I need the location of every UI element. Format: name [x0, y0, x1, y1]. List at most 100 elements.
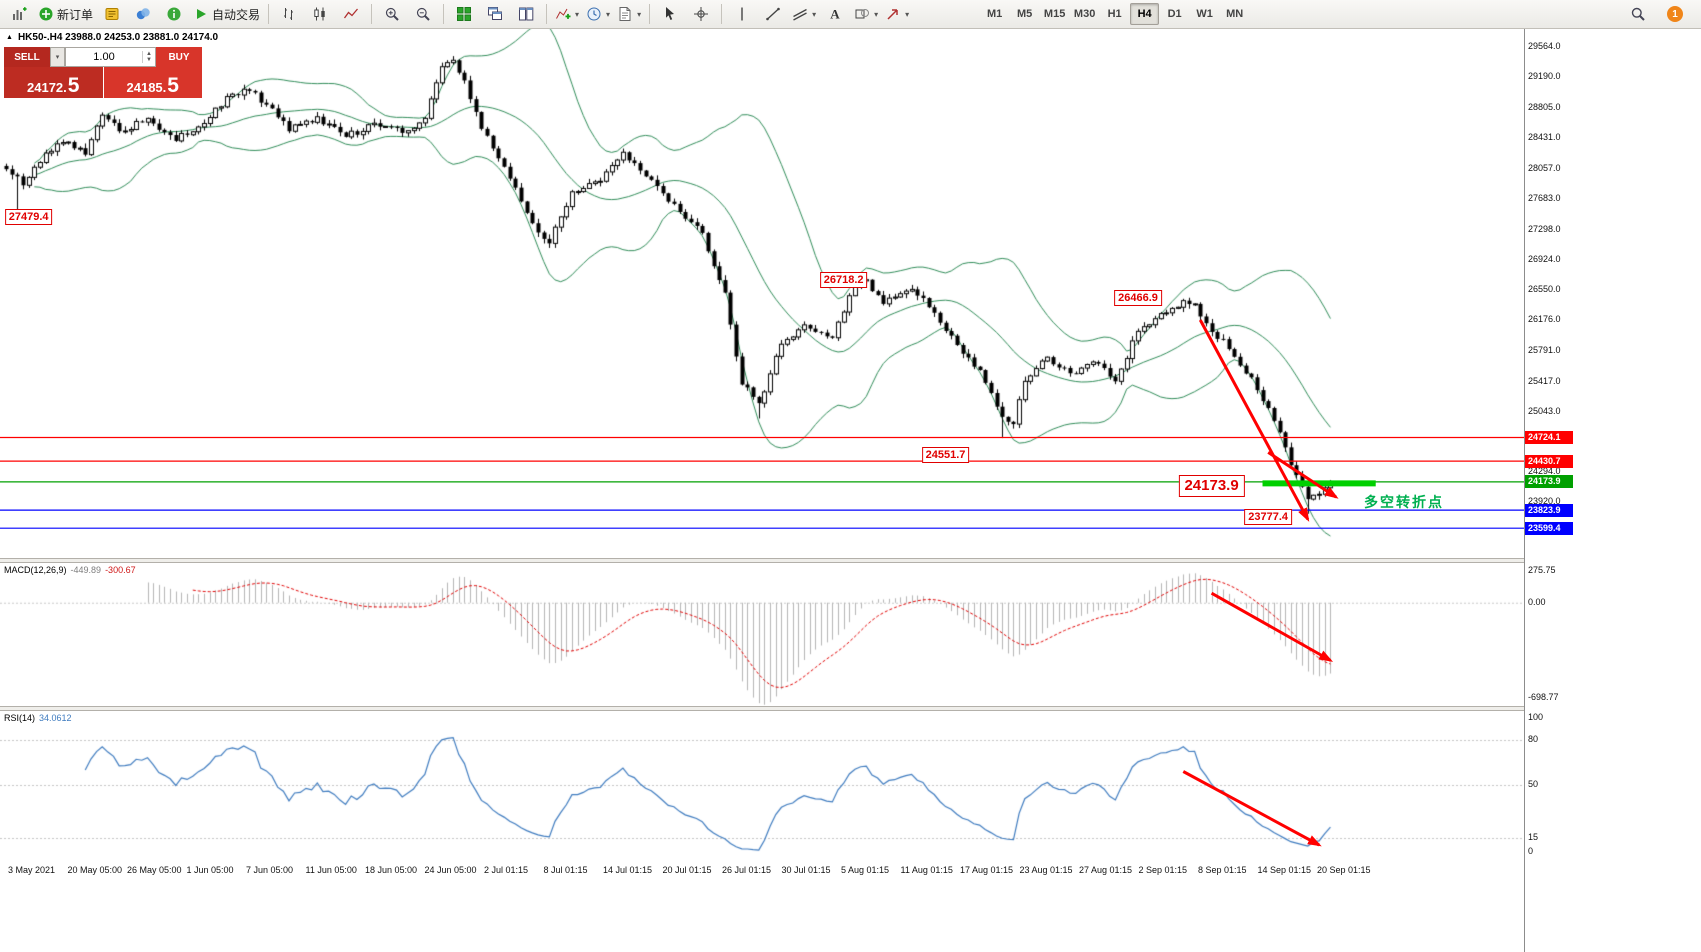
- time-axis-label: 20 Jul 01:15: [662, 865, 712, 875]
- tile-windows-button[interactable]: [449, 2, 479, 26]
- candlestick-chart-button[interactable]: [305, 2, 335, 26]
- vertical-line-button[interactable]: [727, 2, 757, 26]
- notification-badge[interactable]: 1: [1667, 6, 1683, 22]
- market-watch-button[interactable]: [128, 2, 158, 26]
- shapes-button[interactable]: ▾: [851, 2, 881, 26]
- cascade-windows-button[interactable]: [480, 2, 510, 26]
- ask-price-text: 24185.: [126, 80, 167, 95]
- rsi-indicator-label: RSI(14) 34.0612: [4, 713, 72, 723]
- indicator-scale-label: 0.00: [1528, 596, 1546, 607]
- indicator-scale-label: 80: [1528, 734, 1539, 744]
- time-axis-label: 2 Sep 01:15: [1138, 865, 1188, 875]
- community-icon: [167, 7, 181, 21]
- buy-price[interactable]: 24185. 5: [103, 67, 202, 98]
- timeframe-d1-button[interactable]: D1: [1167, 8, 1182, 20]
- tile-vertical-icon: [519, 7, 534, 21]
- toolbar-right-group: 1: [1623, 2, 1697, 26]
- time-axis-label: 27 Aug 01:15: [1079, 865, 1133, 875]
- price-chart-canvas[interactable]: [0, 28, 1524, 558]
- time-axis-label: 24 Jun 05:00: [424, 865, 477, 875]
- buy-button[interactable]: BUY: [156, 47, 202, 67]
- timeframe-m1-button[interactable]: M1: [986, 8, 1003, 20]
- zoom-in-button[interactable]: [377, 2, 407, 26]
- lot-size-input[interactable]: 1.00 ▲ ▼: [65, 47, 156, 67]
- macd-canvas[interactable]: [0, 562, 1524, 706]
- indicators-button[interactable]: ▾: [552, 2, 582, 26]
- lot-options-dropdown[interactable]: ▾: [50, 47, 65, 67]
- panel-separator[interactable]: [0, 558, 1701, 563]
- indicator-scale-label: 50: [1528, 779, 1539, 789]
- macd-indicator-label: MACD(12,26,9) -449.89 -300.67: [4, 565, 136, 575]
- tile-windows-icon: [457, 7, 472, 21]
- price-annotation-label[interactable]: 26466.9: [1114, 290, 1162, 307]
- timeframe-h4-button[interactable]: H4: [1130, 3, 1160, 25]
- crosshair-button[interactable]: [686, 2, 716, 26]
- new-order-icon: [39, 7, 53, 21]
- tile-vertical-button[interactable]: [511, 2, 541, 26]
- cursor-button[interactable]: [655, 2, 685, 26]
- price-annotation-label[interactable]: 23777.4: [1244, 508, 1293, 525]
- new-chart-button[interactable]: [4, 2, 34, 26]
- sell-button[interactable]: SELL: [4, 47, 50, 67]
- templates-button[interactable]: ▾: [614, 2, 644, 26]
- line-chart-button[interactable]: [336, 2, 366, 26]
- time-axis-label: 18 Jun 05:00: [365, 865, 418, 875]
- panel-separator[interactable]: [0, 706, 1701, 711]
- channels-icon: [793, 8, 807, 21]
- time-axis-label: 20 May 05:00: [67, 865, 123, 875]
- timeframe-m15-button[interactable]: M15: [1043, 8, 1066, 20]
- timeframe-toolbar: M1 M5 M15 M30 H1 H4 D1 W1 MN: [980, 3, 1249, 25]
- new-order-button[interactable]: 新订单: [35, 2, 96, 26]
- sell-price[interactable]: 24172. 5: [4, 67, 104, 98]
- metaeditor-button[interactable]: [97, 2, 127, 26]
- price-axis[interactable]: 29564.0 29190.0 28805.0 28431.0 28057.0 27683…: [1524, 28, 1701, 952]
- time-axis[interactable]: 3 May 2021 20 May 05:00 26 May 05:00 1 Jun …: [0, 860, 1524, 882]
- timeframe-m30-button[interactable]: M30: [1073, 8, 1096, 20]
- zoom-out-button[interactable]: [408, 2, 438, 26]
- price-annotation-label[interactable]: 24551.7: [921, 446, 970, 463]
- price-annotation-label[interactable]: 27479.4: [4, 208, 53, 225]
- trendline-icon: [766, 7, 780, 21]
- price-tick-label: 26550.0: [1528, 284, 1561, 295]
- timeframe-w1-button[interactable]: W1: [1196, 8, 1213, 20]
- price-tick-label: 25417.0: [1528, 375, 1561, 386]
- timeframe-m5-button[interactable]: M5: [1016, 8, 1033, 20]
- periods-icon: [587, 7, 601, 21]
- arrows-tool-button[interactable]: ▾: [882, 2, 912, 26]
- text-tool-button[interactable]: A: [820, 2, 850, 26]
- time-axis-label: 2 Jul 01:15: [484, 865, 529, 875]
- indicator-scale-label: 15: [1528, 831, 1539, 842]
- trendline-button[interactable]: [758, 2, 788, 26]
- bar-chart-button[interactable]: [274, 2, 304, 26]
- price-annotation-label[interactable]: 26718.2: [819, 271, 868, 288]
- rsi-canvas[interactable]: [0, 710, 1524, 860]
- price-annotation-label[interactable]: 24173.9: [1178, 475, 1245, 498]
- indicator-scale-label: 275.75: [1528, 565, 1556, 575]
- time-axis-label: 7 Jun 05:00: [246, 865, 294, 875]
- price-tick-label: 24294.0: [1528, 466, 1561, 477]
- time-axis-label: 23 Aug 01:15: [1019, 865, 1073, 875]
- indicator-scale-label: 0: [1528, 846, 1534, 856]
- toolbar: 新订单 自动交易: [0, 0, 1701, 29]
- turning-point-label[interactable]: 多空转折点: [1364, 494, 1445, 511]
- lot-spinner[interactable]: ▲ ▼: [142, 51, 155, 63]
- search-button[interactable]: [1623, 2, 1653, 26]
- one-click-trading-panel: SELL ▾ 1.00 ▲ ▼ BUY 24172. 5 24185. 5: [4, 47, 202, 98]
- autotrading-button[interactable]: 自动交易: [190, 2, 263, 26]
- text-tool-icon: A: [830, 7, 840, 22]
- templates-icon: [619, 7, 631, 21]
- toolbar-separator: [371, 4, 373, 24]
- time-axis-label: 8 Sep 01:15: [1198, 865, 1247, 875]
- channels-button[interactable]: ▾: [789, 2, 819, 26]
- price-tick-label: 27298.0: [1528, 223, 1561, 234]
- line-chart-icon: [344, 8, 359, 19]
- price-level-tag: 24173.9: [1525, 475, 1573, 489]
- timeframe-mn-button[interactable]: MN: [1226, 8, 1244, 20]
- macd-main-value: -449.89: [70, 565, 102, 575]
- periods-button[interactable]: ▾: [583, 2, 613, 26]
- timeframe-h1-button[interactable]: H1: [1107, 8, 1122, 20]
- rsi-value: 34.0612: [39, 713, 72, 723]
- community-button[interactable]: [159, 2, 189, 26]
- bid-price-big-digit: 5: [67, 74, 80, 97]
